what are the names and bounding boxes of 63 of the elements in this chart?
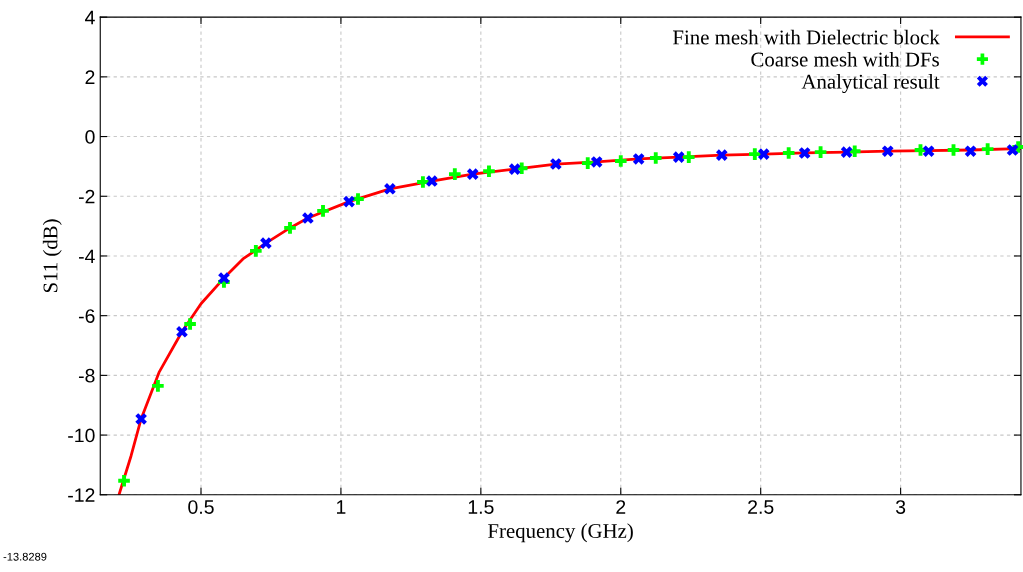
y-tick-label: 2 — [85, 70, 95, 84]
point — [550, 158, 562, 170]
y-tick-label: -2 — [78, 189, 95, 204]
point — [632, 153, 645, 165]
point — [118, 474, 130, 487]
point — [384, 182, 396, 195]
legend-label: Fine mesh with Dielectric block — [673, 29, 940, 45]
point — [881, 145, 894, 157]
point — [798, 147, 811, 159]
point — [184, 318, 196, 330]
point — [614, 155, 627, 167]
point — [590, 156, 603, 168]
point — [947, 144, 960, 156]
text: -13.8289 — [3, 552, 47, 561]
point — [483, 165, 495, 177]
y-tick-label: -4 — [78, 249, 95, 264]
y-tick-label: -10 — [68, 428, 95, 443]
legend-label: Coarse mesh with DFs — [751, 51, 939, 67]
point — [1006, 144, 1019, 156]
y-tick-label: -8 — [78, 368, 95, 383]
point — [715, 149, 728, 161]
x-tick-label: 0.5 — [188, 500, 214, 514]
point — [302, 212, 314, 224]
y-tick-label: -6 — [78, 309, 95, 323]
y-tick-label: 0 — [85, 130, 95, 144]
y-axis-title: S11 (dB) — [42, 219, 62, 293]
x-tick-label: 1 — [337, 500, 346, 514]
point — [218, 272, 230, 284]
y-tick-label: -12 — [68, 488, 95, 502]
point — [922, 145, 935, 157]
point — [814, 146, 827, 158]
x-tick-label: 2 — [616, 500, 626, 514]
y-tick-label: 4 — [85, 10, 95, 25]
point — [352, 193, 364, 205]
point — [343, 195, 355, 208]
point — [284, 222, 296, 234]
point — [782, 147, 795, 159]
point — [449, 168, 461, 180]
x-tick-label: 1.5 — [468, 500, 494, 514]
x-tick-label: 3 — [895, 500, 906, 514]
point — [176, 325, 188, 338]
legend-label: Analytical result — [801, 74, 940, 94]
point — [964, 145, 977, 157]
point — [840, 146, 853, 158]
point — [749, 148, 761, 160]
point — [649, 152, 662, 164]
point — [466, 168, 479, 180]
point — [848, 145, 861, 157]
point — [508, 163, 521, 175]
point — [250, 245, 262, 257]
point — [317, 205, 329, 217]
point — [135, 413, 147, 425]
point — [757, 148, 770, 160]
point — [981, 143, 994, 155]
point — [581, 157, 594, 169]
point — [260, 237, 272, 249]
point — [426, 175, 438, 187]
x-tick-label: 2.5 — [748, 500, 774, 514]
point — [152, 380, 164, 392]
point — [417, 176, 429, 188]
point — [672, 151, 685, 163]
x-axis-title: Frequency (GHz) — [488, 523, 633, 543]
point — [682, 151, 695, 163]
